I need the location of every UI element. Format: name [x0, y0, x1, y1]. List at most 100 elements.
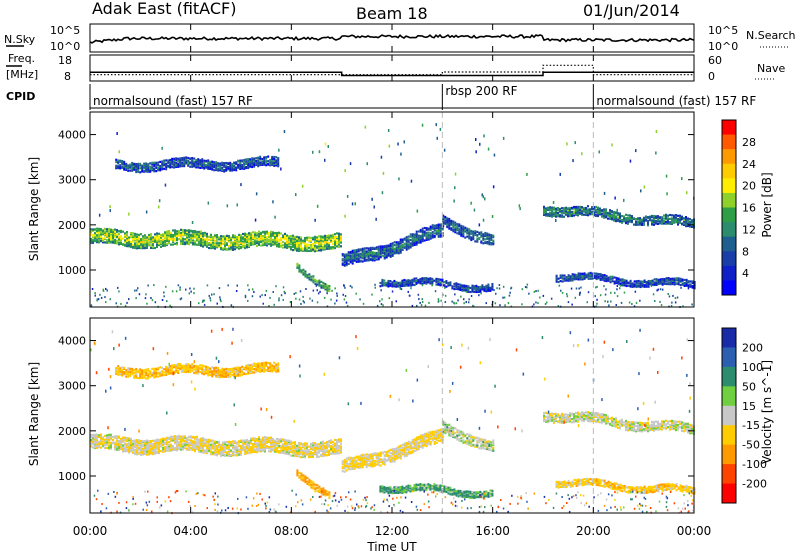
scatter-cell: [286, 448, 288, 451]
scatter-cell: [409, 246, 412, 249]
scatter-cell: [161, 372, 164, 375]
scatter-cell: [494, 302, 497, 305]
scatter-cell: [180, 445, 182, 448]
scatter-cell: [272, 443, 274, 446]
scatter-cell: [399, 281, 402, 284]
scatter-cell: [296, 451, 298, 454]
scatter-cell: [385, 248, 388, 251]
scatter-cell: [112, 241, 114, 244]
scatter-cell: [597, 212, 599, 215]
scatter-cell: [381, 245, 384, 248]
scatter-cell: [595, 214, 597, 217]
scatter-cell: [274, 240, 276, 244]
scatter-cell: [362, 302, 365, 305]
scatter-cell: [230, 441, 232, 444]
scatter-cell: [283, 290, 285, 293]
scatter-cell: [605, 213, 607, 216]
scatter-cell: [621, 221, 623, 224]
scatter-cell: [248, 449, 250, 452]
scatter-cell: [208, 243, 210, 246]
scatter-cell: [152, 449, 154, 452]
scatter-cell: [623, 283, 626, 286]
scatter-cell: [308, 278, 311, 281]
scatter-cell: [200, 230, 202, 233]
scatter-cell: [320, 247, 322, 250]
scatter-cell: [635, 222, 637, 225]
scatter-cell: [491, 215, 494, 218]
scatter-cell: [250, 241, 252, 244]
scatter-cell: [367, 247, 370, 250]
scatter-cell: [112, 236, 114, 239]
scatter-cell: [192, 230, 194, 233]
scatter-cell: [371, 259, 374, 262]
scatter-cell: [128, 450, 130, 453]
scatter-cell: [241, 163, 244, 167]
scatter-cell: [551, 209, 553, 212]
scatter-cell: [164, 231, 166, 234]
scatter-cell: [452, 221, 455, 224]
scatter-cell: [671, 221, 673, 224]
scatter-cell: [543, 210, 545, 213]
scatter-cell: [124, 240, 126, 244]
scatter-cell: [114, 444, 116, 447]
scatter-cell: [461, 286, 464, 289]
scatter-cell: [361, 247, 364, 250]
scatter-cell: [567, 214, 569, 217]
scatter-cell: [302, 454, 304, 457]
scatter-cell: [359, 256, 362, 259]
scatter-cell: [272, 200, 274, 204]
scatter-cell: [617, 217, 619, 220]
scatter-cell: [216, 239, 218, 242]
scatter-cell: [403, 246, 406, 249]
scatter-cell: [157, 163, 160, 166]
scatter-cell: [366, 162, 368, 166]
scatter-cell: [693, 285, 696, 288]
scatter-cell: [419, 238, 422, 241]
scatter-cell: [172, 448, 174, 452]
scatter-cell: [673, 281, 676, 284]
scatter-cell: [135, 289, 138, 292]
scatter-cell: [186, 444, 188, 447]
scatter-cell: [177, 159, 180, 163]
scatter-cell: [270, 233, 272, 236]
scatter-cell: [448, 223, 451, 227]
scatter-cell: [637, 223, 639, 226]
scatter-cell: [623, 280, 626, 283]
scatter-cell: [322, 445, 324, 448]
scatter-cell: [226, 236, 228, 240]
scatter-cell: [166, 441, 168, 444]
scatter-cell: [235, 169, 238, 172]
scatter-cell: [128, 243, 130, 246]
scatter-cell: [561, 215, 563, 218]
scatter-cell: [121, 370, 124, 373]
scatter-cell: [149, 370, 152, 373]
scatter-cell: [129, 367, 132, 370]
scatter-cell: [627, 218, 629, 221]
scatter-cell: [472, 234, 475, 237]
scatter-cell: [486, 242, 489, 245]
scatter-cell: [268, 305, 270, 307]
scatter-cell: [332, 443, 334, 446]
scatter-cell: [220, 443, 222, 446]
scatter-cell: [361, 252, 364, 255]
scatter-cell: [280, 438, 282, 441]
scatter-cell: [320, 246, 322, 249]
colorbar-swatch: [722, 134, 736, 150]
scatter-cell: [488, 240, 491, 243]
scatter-cell: [290, 237, 292, 240]
scatter-cell: [292, 449, 294, 452]
scatter-cell: [290, 248, 292, 251]
scatter-cell: [318, 235, 320, 238]
scatter-cell: [383, 251, 386, 254]
scatter-cell: [288, 450, 290, 453]
scatter-cell: [274, 215, 276, 219]
scatter-cell: [543, 213, 545, 216]
scatter-cell: [410, 287, 412, 290]
scatter-cell: [338, 238, 340, 241]
scatter-cell: [96, 441, 98, 444]
scatter-cell: [330, 239, 332, 242]
scatter-cell: [250, 238, 252, 241]
scatter-cell: [219, 164, 222, 167]
scatter-cell: [157, 168, 160, 171]
